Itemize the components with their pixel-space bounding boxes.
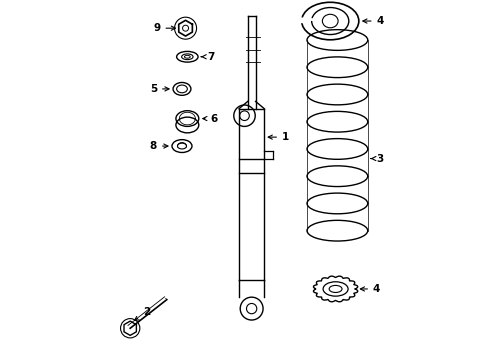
Text: 5: 5 — [149, 84, 169, 94]
Text: 6: 6 — [203, 113, 217, 123]
Text: 9: 9 — [153, 23, 175, 33]
Text: 7: 7 — [201, 52, 214, 62]
Text: 8: 8 — [149, 141, 167, 151]
Text: 4: 4 — [362, 16, 383, 26]
Text: 2: 2 — [134, 307, 150, 320]
Text: 4: 4 — [360, 284, 380, 294]
Text: 1: 1 — [267, 132, 288, 142]
Text: 3: 3 — [370, 154, 383, 163]
